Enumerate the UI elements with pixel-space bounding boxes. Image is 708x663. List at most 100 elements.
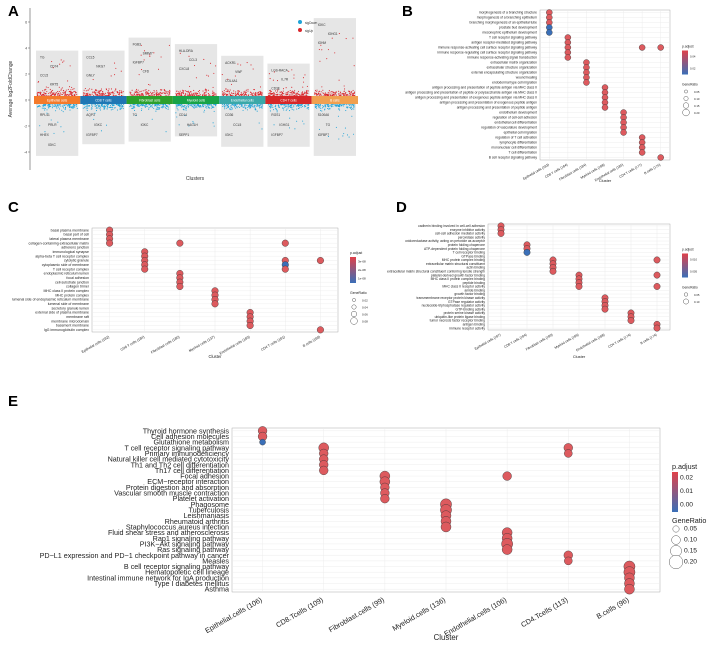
a-point-down: [324, 105, 326, 107]
a-point-up: [158, 94, 160, 96]
a-point-down: [260, 104, 262, 106]
a-point-down: [231, 106, 233, 108]
a-point-down: [185, 106, 187, 108]
a-point-up: [273, 71, 275, 73]
a-point-up: [295, 94, 297, 96]
a-point-up: [255, 94, 257, 96]
a-point-up: [288, 91, 290, 93]
a-point-up: [105, 89, 108, 91]
panelD-dot: [549, 267, 557, 275]
panelD-dot: [653, 283, 661, 290]
a-point-up: [296, 94, 298, 96]
a-point-up: [353, 92, 355, 94]
a-point-down: [120, 107, 122, 109]
panelD-size-circle: [684, 292, 689, 297]
panelC-dot: [246, 322, 254, 330]
a-point-down: [117, 104, 119, 106]
a-point-up: [211, 92, 213, 94]
a-point-up: [282, 88, 285, 90]
panelC-size-tick: 0.02: [362, 299, 368, 303]
panelC-term-label: T cell receptor complex: [53, 267, 89, 271]
a-point-up: [251, 93, 253, 95]
a-point-up: [138, 94, 141, 96]
a-point-down: [256, 105, 258, 107]
a-point-down: [353, 108, 355, 110]
a-point-up: [345, 92, 347, 94]
a-point-up: [140, 44, 142, 46]
a-point-down: [337, 115, 339, 117]
a-point-up: [251, 94, 253, 96]
a-gene-label-down: IGFBP7: [318, 133, 330, 137]
a-point-down: [322, 107, 324, 109]
a-point-up: [140, 54, 142, 56]
a-point-up: [345, 38, 347, 40]
a-point-down: [103, 107, 105, 109]
panelE-term-label: Ras signaling pathway: [157, 545, 229, 554]
a-point-up: [348, 90, 350, 93]
a-point-up: [203, 94, 206, 96]
a-cluster-bar: [126, 96, 173, 104]
panelC-category-label: Myeloid cells (137): [188, 335, 215, 353]
a-point-up: [283, 93, 285, 95]
a-point-up: [291, 91, 293, 93]
a-point-down: [68, 106, 70, 109]
a-point-down: [271, 105, 273, 107]
a-point-down: [207, 106, 210, 109]
a-point-up: [98, 90, 100, 93]
panel-letter-d: D: [396, 199, 407, 216]
a-point-down: [226, 107, 228, 109]
panelE-term-label: Cell adhesion molecules: [151, 432, 229, 441]
a-point-down: [327, 108, 329, 110]
a-point-down: [132, 107, 134, 109]
a-gene-label-down: IGKC: [48, 143, 56, 147]
a-point-down: [114, 107, 116, 109]
panelB-dot: [583, 79, 590, 86]
a-point-up: [197, 92, 199, 94]
a-point-up: [168, 93, 170, 95]
a-point-down: [151, 118, 153, 120]
panelE-term-label: Th17 cell differentiation: [155, 466, 229, 475]
a-point-up: [70, 89, 72, 91]
a-point-down: [334, 105, 336, 107]
panelD-term-label: MHC protein complex binding: [442, 258, 485, 262]
a-point-down: [132, 108, 134, 110]
a-point-down: [340, 104, 342, 106]
a-point-up: [117, 91, 119, 93]
a-point-up: [53, 92, 55, 94]
a-point-up: [168, 44, 170, 46]
a-point-down: [55, 106, 57, 108]
a-point-down: [107, 103, 109, 105]
panelB-term-label: extracellular matrix organization: [490, 61, 537, 65]
a-point-down: [248, 105, 250, 107]
a-point-up: [66, 93, 68, 96]
a-cluster-bar: [311, 96, 358, 104]
a-point-down: [289, 106, 291, 109]
panelD-term-label: GTPase binding: [461, 254, 485, 258]
a-gene-label-down: S100A6: [318, 113, 330, 117]
a-point-up: [50, 92, 52, 94]
a-point-down: [186, 104, 188, 106]
a-point-down: [189, 104, 191, 106]
a-point-down: [116, 109, 119, 111]
a-point-up: [99, 95, 101, 97]
a-point-down: [207, 104, 209, 106]
a-ytick-label: 4: [25, 47, 27, 51]
a-point-down: [83, 103, 85, 105]
a-point-up: [245, 91, 247, 93]
a-point-up: [141, 69, 143, 71]
a-point-down: [164, 107, 166, 109]
a-point-up: [193, 89, 195, 92]
a-point-up: [156, 91, 158, 93]
a-point-up: [247, 90, 249, 92]
panelD-term-label: protein folding chaperone: [448, 243, 485, 247]
a-point-up: [140, 90, 142, 92]
a-point-up: [135, 90, 137, 92]
a-point-up: [205, 90, 207, 92]
panelB-size-circle: [684, 89, 688, 94]
a-point-down: [202, 105, 204, 107]
panel-letter-e: E: [8, 393, 18, 410]
a-point-up: [139, 91, 141, 93]
a-point-up: [155, 95, 158, 97]
a-point-up: [270, 92, 272, 94]
